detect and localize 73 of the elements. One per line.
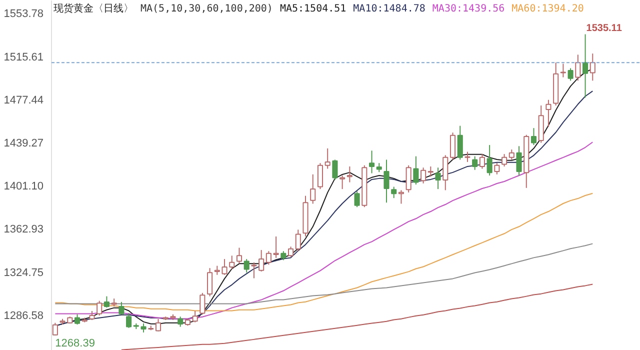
candlestick [420, 167, 426, 184]
candlestick [479, 154, 485, 170]
chart-subtitle: MA(5,10,30,60,100,200) [140, 4, 273, 14]
candlestick [332, 159, 338, 181]
candlestick [317, 162, 324, 190]
candlestick [346, 166, 352, 183]
candlestick [324, 148, 330, 170]
candlestick [178, 316, 184, 328]
candlestick [200, 292, 206, 315]
candlestick [560, 63, 566, 78]
candlestick [590, 53, 596, 82]
candlestick [354, 190, 360, 208]
annotation: 1535.11 [586, 23, 622, 34]
candlestick [442, 154, 448, 191]
candlestick [310, 174, 316, 204]
annotation: 1268.39 [55, 337, 95, 350]
candlestick [104, 296, 110, 308]
candlestick [546, 99, 552, 128]
candlestick [96, 300, 102, 316]
candlestick [435, 167, 441, 190]
candlestick [244, 258, 250, 274]
line-series [120, 284, 594, 350]
chart-title: 现货黄金〈日线〉 [54, 2, 134, 14]
candlestick [155, 318, 162, 332]
candlestick [288, 246, 294, 258]
candlestick [192, 310, 198, 323]
candlestick [464, 151, 470, 162]
text: MA30:1439.56 [432, 4, 505, 14]
candlestick [295, 229, 301, 252]
y-tick-label: 1286.58 [4, 310, 44, 322]
candlestick [502, 154, 508, 167]
candlestick [516, 146, 522, 176]
candlestick [428, 166, 434, 178]
candlestick [486, 144, 492, 176]
candlestick [229, 255, 235, 270]
candlestick [266, 250, 272, 266]
candlestick [207, 268, 213, 297]
candlestick [384, 159, 390, 204]
candlestick [74, 314, 80, 326]
candlestick [530, 128, 537, 146]
candlestick [413, 156, 419, 186]
y-tick-label: 1401.10 [4, 180, 44, 193]
candlestick [391, 186, 397, 199]
candlestick [472, 156, 478, 170]
text: MA60:1394.20 [512, 4, 584, 14]
y-tick-label: 1553.78 [4, 8, 44, 20]
candlestick [52, 322, 58, 336]
y-tick-label: 1362.93 [4, 224, 44, 236]
candlestick [368, 150, 375, 174]
candlestick [568, 68, 574, 82]
candlestick [398, 190, 404, 204]
candlestick [575, 54, 581, 82]
candlestick [582, 34, 588, 98]
candlestick [89, 310, 95, 321]
candlestick [280, 250, 286, 261]
candlestick [376, 162, 382, 173]
candlestick [457, 125, 463, 160]
text: MA5:1504.51 [280, 4, 346, 14]
y-tick-label: 1324.75 [4, 266, 44, 279]
candlestick [140, 322, 146, 333]
text: MA10:1484.78 [353, 4, 426, 14]
y-tick-label: 1439.27 [4, 137, 44, 150]
candlestick [494, 162, 500, 175]
y-tick-label: 1477.44 [4, 94, 44, 106]
candlestick [236, 247, 242, 264]
candlestick [450, 132, 456, 160]
candlestick [508, 149, 514, 160]
y-tick-label: 1515.61 [4, 51, 44, 64]
candlestick [118, 301, 124, 315]
candlestick [340, 175, 346, 190]
candlestick [126, 312, 132, 328]
candlestick [406, 164, 412, 193]
candlestick [273, 236, 279, 258]
